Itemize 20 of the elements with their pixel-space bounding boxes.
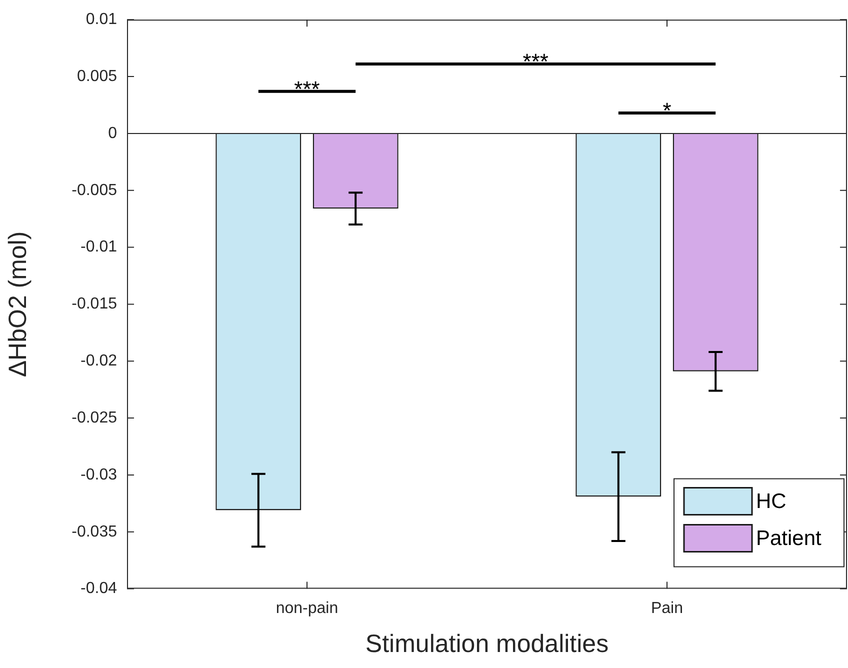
annotation: *** bbox=[522, 49, 549, 74]
legend-label: HC bbox=[756, 490, 786, 514]
y-tick-label: -0.01 bbox=[80, 238, 118, 256]
y-tick-label: -0.025 bbox=[72, 409, 118, 426]
y-tick-label: -0.015 bbox=[72, 296, 118, 313]
y-tick-label: -0.005 bbox=[72, 182, 118, 199]
y-tick-label: 0.01 bbox=[86, 11, 118, 28]
y-axis-title: ΔHbO2 (mol) bbox=[4, 231, 32, 378]
x-axis-title: Stimulation modalities bbox=[365, 630, 609, 658]
y-tick-label: -0.03 bbox=[80, 466, 118, 484]
y-tick-label: 0.005 bbox=[76, 68, 118, 85]
y-tick-label: -0.035 bbox=[72, 523, 118, 540]
y-tick-label: 0 bbox=[108, 124, 118, 142]
annotation: *** bbox=[294, 76, 320, 102]
annotation: * bbox=[662, 98, 672, 123]
y-tick-label: -0.04 bbox=[80, 580, 118, 598]
legend-label: Patient bbox=[756, 527, 822, 550]
x-tick-label: non-pain bbox=[276, 600, 338, 617]
y-tick-label: -0.02 bbox=[80, 352, 118, 370]
x-tick-label: Pain bbox=[650, 600, 684, 617]
